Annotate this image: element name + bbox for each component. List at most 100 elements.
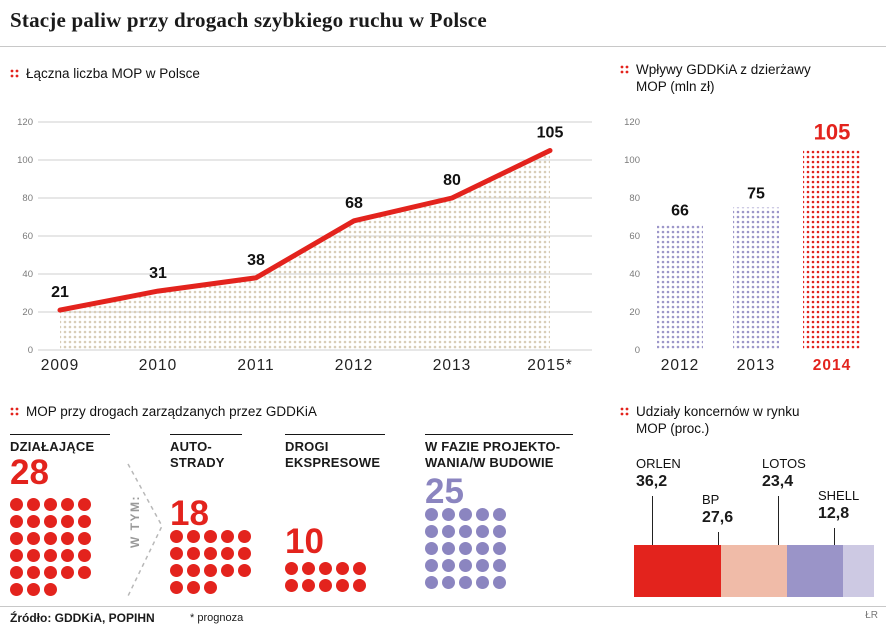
bottom-divider <box>0 606 886 607</box>
y-tick-label: 40 <box>629 269 640 280</box>
pictogram-dot <box>204 547 217 560</box>
pictogram-dot <box>170 581 183 594</box>
y-tick-label: 0 <box>28 345 33 356</box>
pictogram-dot <box>238 564 251 577</box>
pictogram-dot <box>170 564 183 577</box>
pictogram-dot <box>476 542 489 555</box>
pictogram-dot <box>442 508 455 521</box>
pictogram-dot <box>27 515 40 528</box>
pictogram-dot <box>204 530 217 543</box>
y-tick-label: 20 <box>22 307 33 318</box>
section-header-line-chart: Łączna liczba MOP w Polsce <box>10 66 200 83</box>
picto-col-3: DROGI EKSPRESOWE 10 <box>285 434 385 592</box>
share-segment-lotos <box>787 545 844 597</box>
pictogram-group-label: AUTO- STRADY <box>170 434 242 470</box>
pictogram-dot <box>459 508 472 521</box>
pictogram-dot <box>44 549 57 562</box>
pictogram-group-label: DROGI EKSPRESOWE <box>285 434 385 470</box>
y-tick-label: 100 <box>624 155 640 166</box>
share-segment-bp <box>720 545 788 597</box>
x-axis-label: 2013 <box>433 357 471 374</box>
market-share-stacked-bar <box>634 545 874 597</box>
pictogram-dot <box>238 530 251 543</box>
pictogram-dot <box>493 525 506 538</box>
pictogram-dot <box>285 579 298 592</box>
credit-text: ŁR <box>865 610 878 621</box>
pictogram-dot <box>442 542 455 555</box>
pictogram-dot <box>425 542 438 555</box>
pictogram-dot <box>61 549 74 562</box>
picto-col-2: AUTO- STRADY 18 <box>170 434 251 594</box>
pictogram-dot <box>10 583 23 596</box>
point-label: 31 <box>149 265 167 282</box>
pictogram-dot <box>27 498 40 511</box>
pictogram-group-value: 10 <box>285 522 324 561</box>
pictogram-dot <box>27 549 40 562</box>
company-name: SHELL <box>818 488 860 503</box>
company-share-value: 23,4 <box>762 473 794 490</box>
company-label: SHELL 12,8 <box>818 488 859 523</box>
company-share-value: 12,8 <box>818 505 850 522</box>
pictogram-dot <box>187 564 200 577</box>
w-tym-label: W TYM: <box>128 495 142 548</box>
pictogram-dot <box>78 566 91 579</box>
section-bullet-icon <box>620 407 629 416</box>
y-tick-label: 60 <box>629 231 640 242</box>
pictogram-dot <box>493 508 506 521</box>
y-tick-label: 100 <box>17 155 33 166</box>
section-title: MOP przy drogach zarządzanych przez GDDK… <box>26 404 317 419</box>
pictogram-dot <box>44 532 57 545</box>
pictogram-dot <box>459 542 472 555</box>
bar <box>803 150 861 350</box>
pictogram-group-label: DZIAŁAJĄCE <box>10 434 110 455</box>
pictogram-dot <box>302 579 315 592</box>
pictogram-dot <box>493 542 506 555</box>
y-tick-label: 20 <box>629 307 640 318</box>
pictogram-group-label: W FAZIE PROJEKTO- WANIA/W BUDOWIE <box>425 434 573 470</box>
section-bullet-icon <box>10 407 19 416</box>
y-tick-label: 40 <box>22 269 33 280</box>
y-tick-label: 120 <box>624 117 640 128</box>
picto-col-1: DZIAŁAJĄCE 28 <box>10 434 110 596</box>
bar-chart-svg: 0 20 40 60 80 100 120 66 2012 75 2013 105 2014 <box>624 117 861 374</box>
pictogram-dot <box>170 530 183 543</box>
bar <box>657 224 703 350</box>
share-segment-shell <box>843 545 874 597</box>
pictogram-dot <box>353 579 366 592</box>
pictogram-dot <box>78 549 91 562</box>
pictogram-dot <box>425 525 438 538</box>
pictogram-dot <box>61 498 74 511</box>
company-share-value: 36,2 <box>636 473 668 490</box>
pictogram-dot <box>78 498 91 511</box>
bar-value-label: 66 <box>671 203 689 220</box>
pictogram-dot <box>204 564 217 577</box>
pictogram-dot <box>170 547 183 560</box>
pictogram-dot <box>442 525 455 538</box>
company-share-value: 27,6 <box>702 509 734 526</box>
pictogram-dot <box>221 547 234 560</box>
leader-line <box>778 496 779 545</box>
x-axis-label: 2012 <box>661 357 699 374</box>
pictogram-dot <box>44 583 57 596</box>
pictogram-panel: DZIAŁAJĄCE 28 W TYM: AUTO- STRADY 18 DRO… <box>10 398 610 604</box>
pictogram-dot <box>319 579 332 592</box>
section-title: Łączna liczba MOP w Polsce <box>26 66 200 81</box>
pictogram-dot <box>285 562 298 575</box>
w-tym-chevron-icon <box>127 463 163 597</box>
pictogram-dot <box>353 562 366 575</box>
y-tick-label: 120 <box>17 117 33 128</box>
pictogram-dot <box>476 576 489 589</box>
pictogram-dot <box>221 564 234 577</box>
x-axis-label: 2009 <box>41 357 79 374</box>
y-tick-label: 60 <box>22 231 33 242</box>
pictogram-dot <box>44 566 57 579</box>
pictogram-group-value: 28 <box>10 453 49 492</box>
bar-value-label: 75 <box>747 186 765 203</box>
leader-line <box>652 496 653 545</box>
pictogram-dot <box>27 566 40 579</box>
point-label: 105 <box>537 125 564 142</box>
pictogram-dot <box>476 559 489 572</box>
pictogram-dot <box>61 532 74 545</box>
pictogram-dot <box>10 549 23 562</box>
company-label: ORLEN 36,2 <box>636 456 681 491</box>
